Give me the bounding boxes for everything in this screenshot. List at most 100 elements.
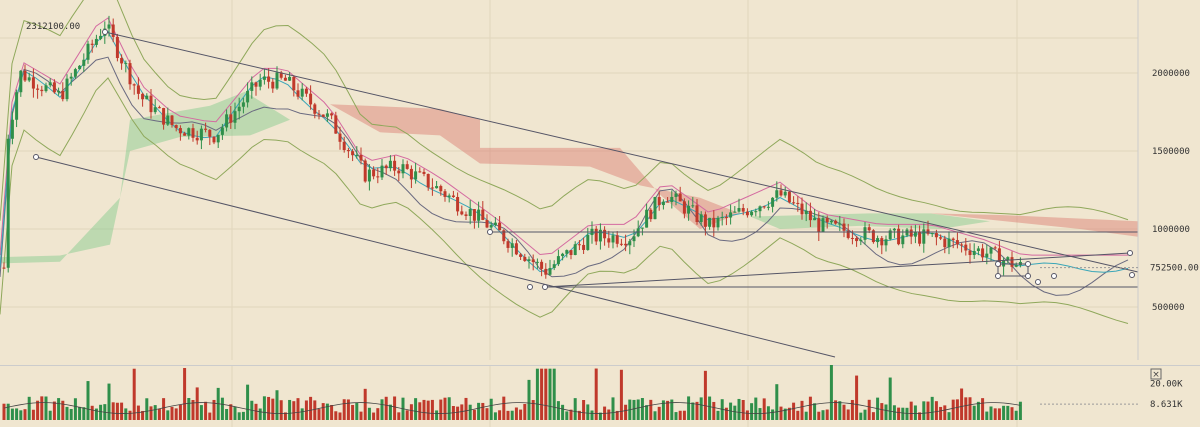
candle-body [485,219,489,228]
volume-bar [27,396,31,420]
candle-body [876,238,880,243]
candle-body [817,218,821,232]
volume-bar [435,410,439,420]
volume-bar [82,407,86,420]
candle-body [909,229,913,237]
volume-bar [523,403,527,420]
candle-body [792,202,796,204]
volume-bar [128,410,132,420]
candle-body [993,247,997,249]
volume-bar [460,404,464,420]
candle-body [523,256,527,261]
volume-bar [69,408,73,420]
price-axis: 2000000 1500000 1000000 500000 752500.00 [1040,0,1199,360]
candle-body [808,210,812,221]
volume-bars [2,365,1022,420]
volume-bar [787,407,791,420]
candle-body [409,168,413,180]
volume-bar [418,402,422,420]
volume-bar [178,404,182,420]
candle-body [212,136,216,143]
candle-body [19,70,23,93]
volume-bar [981,398,985,420]
candle-body [338,133,342,142]
candle-body [6,138,10,268]
volume-bar [36,400,40,420]
volume-bar [800,400,804,420]
candle-body [65,78,69,100]
trendline-handle [995,261,1001,267]
candle-body [204,128,208,130]
candle-body [426,173,430,188]
candle-body [304,88,308,94]
volume-bar [913,405,917,420]
candlesticks [2,15,1022,279]
candle-body [498,222,502,231]
volume-bar [943,405,947,420]
volume-bar [745,410,749,420]
volume-bar [544,368,548,420]
candle-body [1014,265,1018,267]
volume-bar [758,408,762,420]
volume-bar [195,387,199,420]
candle-body [195,137,199,141]
candle-body [628,241,632,246]
candle-body [603,229,607,239]
candle-body [661,201,665,206]
candle-body [556,256,560,265]
volume-bar [838,401,842,420]
close-button[interactable]: × [1150,368,1162,380]
volume-bar [934,401,938,420]
volume-bar [31,409,35,420]
candle-body [220,127,224,135]
volume-bar [577,410,581,420]
candle-body [985,253,989,258]
candle-body [918,232,922,244]
candle-body [250,82,254,91]
candle-body [733,211,737,213]
candle-body [1010,257,1014,267]
volume-bar [477,402,481,420]
volume-bar [619,369,623,420]
candle-body [951,238,955,241]
volume-bar [649,399,653,420]
candle-body [863,227,867,240]
candle-body [569,250,573,256]
candle-body [363,160,367,182]
candle-body [254,82,258,87]
trendlines[interactable] [33,29,1139,358]
candle-body [502,230,506,242]
trendline-handle [1127,250,1133,256]
volume-bar [955,399,959,420]
candle-body [787,191,791,203]
candle-body [136,85,140,94]
trendline-handle [527,284,533,290]
close-icon[interactable]: × [1152,370,1160,380]
volume-bar [359,411,363,420]
candle-body [897,228,901,245]
candle-body [61,90,65,100]
volume-bar [548,368,552,420]
price-chart[interactable]: 2312100.00 2000000 1500000 1000000 500000 75… [0,0,1200,360]
candle-body [947,238,951,248]
candle-body [510,243,514,248]
volume-bar [661,400,665,420]
volume-bar [409,404,413,420]
volume-bar [367,407,371,420]
volume-bar [783,408,787,420]
candle-body [594,228,598,242]
volume-bar [960,388,964,420]
candle-body [115,36,119,59]
candle-body [737,208,741,212]
volume-bar [561,404,565,420]
candle-body [699,214,703,222]
price-tick-label: 1000000 [1152,225,1190,235]
candle-body [384,165,388,169]
volume-bar [792,402,796,420]
candle-body [447,195,451,197]
volume-bar [212,399,216,420]
volume-chart[interactable]: 20.00K 8.631K × [0,365,1200,427]
high-label: 2312100.00 [26,22,80,32]
candle-body [586,235,590,250]
volume-bar [531,400,535,420]
